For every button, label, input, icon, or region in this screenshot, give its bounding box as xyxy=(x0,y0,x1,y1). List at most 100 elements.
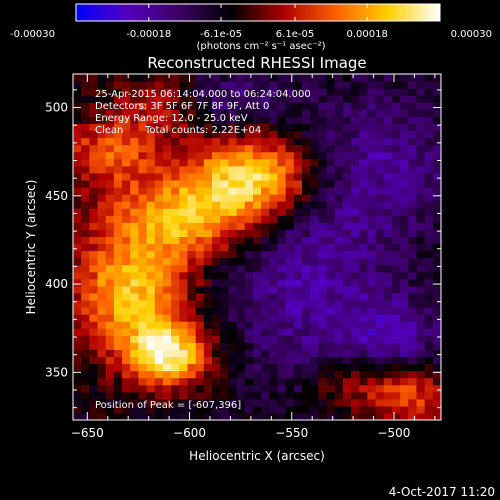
heatmap-pixel xyxy=(212,363,221,372)
heatmap-pixel xyxy=(277,271,287,280)
heatmap-pixel xyxy=(81,151,90,160)
heatmap-pixel xyxy=(416,384,426,393)
heatmap-pixel xyxy=(424,250,434,259)
heatmap-pixel xyxy=(318,102,328,110)
heatmap-pixel xyxy=(261,201,270,209)
heatmap-pixel xyxy=(138,74,148,82)
heatmap-pixel xyxy=(195,81,205,89)
heatmap-pixel xyxy=(81,257,90,266)
heatmap-pixel xyxy=(342,412,352,420)
heatmap-pixel xyxy=(203,285,213,294)
heatmap-pixel xyxy=(113,370,123,379)
heatmap-pixel xyxy=(334,116,344,125)
heatmap-pixel xyxy=(97,130,107,139)
heatmap-pixel xyxy=(277,179,287,188)
heatmap-pixel xyxy=(171,137,180,146)
heatmap-pixel xyxy=(113,137,123,146)
heatmap-pixel xyxy=(359,349,368,358)
heatmap-pixel xyxy=(212,377,221,386)
heatmap-pixel xyxy=(244,321,254,329)
heatmap-pixel xyxy=(122,370,131,379)
heatmap-pixel xyxy=(334,229,344,238)
heatmap-pixel xyxy=(236,123,246,132)
heatmap-pixel xyxy=(367,201,377,209)
heatmap-pixel xyxy=(342,271,352,280)
heatmap-pixel xyxy=(351,222,360,230)
heatmap-pixel xyxy=(203,243,213,252)
heatmap-pixel xyxy=(97,412,107,420)
heatmap-pixel xyxy=(400,307,409,315)
heatmap-pixel xyxy=(187,102,197,110)
heatmap-pixel xyxy=(73,137,82,146)
heatmap-pixel xyxy=(105,391,115,400)
heatmap-pixel xyxy=(228,321,238,329)
heatmap-pixel xyxy=(334,321,344,329)
heatmap-pixel xyxy=(326,292,336,301)
heatmap-pixel xyxy=(146,412,156,420)
heatmap-pixel xyxy=(261,384,270,393)
heatmap-pixel xyxy=(113,271,123,280)
heatmap-pixel xyxy=(310,194,319,202)
heatmap-pixel xyxy=(432,384,441,393)
heatmap-pixel xyxy=(359,194,368,202)
heatmap-pixel xyxy=(367,172,377,181)
heatmap-pixel xyxy=(179,222,189,230)
heatmap-pixel xyxy=(89,229,99,238)
heatmap-pixel xyxy=(154,88,164,96)
heatmap-pixel xyxy=(326,215,336,223)
heatmap-pixel xyxy=(408,236,418,245)
heatmap-pixel xyxy=(252,356,262,365)
heatmap-pixel xyxy=(212,201,221,209)
heatmap-pixel xyxy=(244,151,254,160)
heatmap-pixel xyxy=(81,208,90,216)
heatmap-pixel xyxy=(81,384,90,393)
heatmap-pixel xyxy=(81,165,90,174)
heatmap-pixel xyxy=(122,243,131,252)
heatmap-pixel xyxy=(326,271,336,280)
heatmap-pixel xyxy=(138,81,148,89)
heatmap-pixel xyxy=(416,335,426,343)
heatmap-pixel xyxy=(375,377,385,386)
heatmap-pixel xyxy=(432,271,441,280)
heatmap-pixel xyxy=(277,208,287,216)
heatmap-pixel xyxy=(244,144,254,153)
heatmap-pixel xyxy=(203,412,213,420)
heatmap-pixel xyxy=(342,285,352,294)
heatmap-pixel xyxy=(326,356,336,365)
heatmap-pixel xyxy=(432,123,441,132)
heatmap-pixel xyxy=(432,363,441,372)
heatmap-pixel xyxy=(187,179,197,188)
x-axis-label: Heliocentric X (arcsec) xyxy=(189,449,325,463)
heatmap-pixel xyxy=(113,102,123,110)
heatmap-pixel xyxy=(359,229,368,238)
heatmap-pixel xyxy=(359,236,368,245)
heatmap-pixel xyxy=(89,356,99,365)
heatmap-pixel xyxy=(383,194,393,202)
heatmap-pixel xyxy=(351,391,360,400)
heatmap-pixel xyxy=(424,335,434,343)
heatmap-pixel xyxy=(113,335,123,343)
heatmap-pixel xyxy=(310,130,319,139)
heatmap-pixel xyxy=(375,130,385,139)
heatmap-pixel xyxy=(351,335,360,343)
heatmap-pixel xyxy=(269,102,279,110)
heatmap-pixel xyxy=(113,412,123,420)
heatmap-pixel xyxy=(228,179,238,188)
heatmap-pixel xyxy=(220,74,229,82)
heatmap-pixel xyxy=(432,370,441,379)
heatmap-pixel xyxy=(318,137,328,146)
heatmap-pixel xyxy=(424,88,434,96)
heatmap-pixel xyxy=(113,264,123,273)
heatmap-pixel xyxy=(367,158,377,167)
heatmap-pixel xyxy=(326,412,336,420)
heatmap-pixel xyxy=(220,172,229,181)
heatmap-pixel xyxy=(408,391,418,400)
heatmap-pixel xyxy=(146,215,156,223)
heatmap-pixel xyxy=(244,109,254,117)
heatmap-pixel xyxy=(73,314,82,322)
heatmap-pixel xyxy=(138,172,148,181)
heatmap-pixel xyxy=(293,405,303,414)
heatmap-pixel xyxy=(293,349,303,358)
heatmap-pixel xyxy=(171,215,180,223)
heatmap-pixel xyxy=(383,236,393,245)
